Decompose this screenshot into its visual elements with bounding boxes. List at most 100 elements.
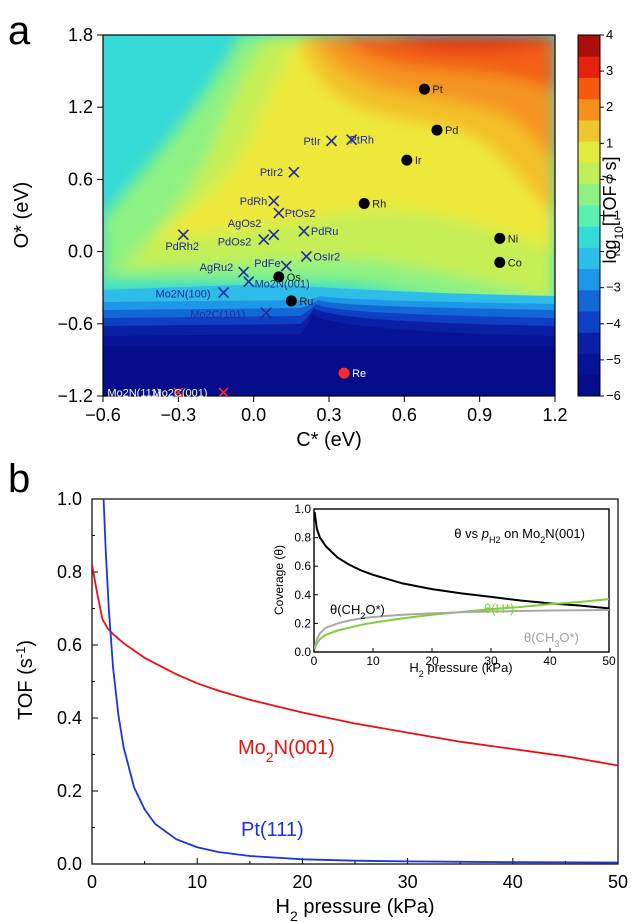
panel-a-xtick-label: −0.3 — [161, 405, 197, 425]
panel-a-xtick-label: 1.2 — [542, 405, 567, 425]
alloy-marker-ptir — [325, 135, 338, 147]
panel-b-ticks: 0 10 20 30 40 50 0.0 0.2 0.4 0.6 0.8 1.0 — [57, 489, 628, 892]
inset-ylabel: Coverage (θ) — [272, 545, 286, 615]
activity-heatmap — [103, 35, 555, 396]
series-line-mo2n — [92, 564, 618, 767]
colorbar-segment — [578, 332, 600, 355]
series-label-mo2n: Mo2N(001) — [238, 737, 335, 765]
colorbar-tick-label: −2 — [606, 244, 621, 259]
inset-label-ch2o: θ(CH2O*) — [330, 602, 385, 621]
band-minimum — [103, 346, 555, 396]
colorbar-segment — [578, 119, 600, 142]
panel-a-xtick-label: 0.6 — [392, 405, 417, 425]
colorbar-segment — [578, 226, 600, 248]
metal-label-pd: Pd — [445, 125, 458, 137]
metal-label-ru: Ru — [299, 296, 313, 308]
alloy-marker-mo2n-100- — [217, 286, 230, 299]
alloy-marker-pdru — [298, 225, 310, 237]
panel-b-xtick-label: 50 — [608, 872, 628, 892]
alloy-label-agos2: AgOs2 — [228, 218, 262, 230]
colorbar-tick-label: −6 — [606, 388, 621, 403]
inset-xtick-label: 50 — [602, 654, 616, 668]
alloy-label-agru2: AgRu2 — [200, 262, 234, 274]
metal-label-os: Os — [287, 272, 302, 284]
alloy-marker-osir2 — [300, 250, 312, 262]
series-label-pt111: Pt(111) — [241, 819, 304, 841]
panel-b-letter: b — [8, 457, 30, 501]
inset-label-h: θ(H*) — [484, 601, 514, 616]
inset-ytick-label: 0.0 — [294, 645, 311, 659]
heatmap-contours — [103, 35, 555, 330]
metal-label-re: Re — [352, 368, 366, 380]
panel-a-xtick-label: 0.9 — [467, 405, 492, 425]
inset-ticks: 0 10 20 30 40 50 0.0 0.2 0.4 0.6 0.8 1.0 — [294, 502, 616, 668]
colorbar-segment — [578, 77, 600, 100]
alloy-label-mo2c-101-: Mo2C(101) — [190, 309, 245, 321]
panel-b-xtick-label: 30 — [398, 872, 418, 892]
inset-ytick-label: 0.6 — [294, 559, 311, 573]
colorbar-segment — [578, 374, 600, 397]
carbide-marker-mo2c-001- — [218, 387, 229, 398]
panel-a-letter: a — [8, 9, 31, 53]
alloy-label-pdos2: PdOs2 — [218, 237, 252, 249]
inset-line-ch3o — [314, 609, 609, 648]
colorbar-label: log10[TOF / s] — [600, 156, 626, 263]
alloy-label-mo2n-100-: Mo2N(100) — [156, 289, 211, 301]
panel-a-ytick-label: 1.2 — [68, 97, 93, 117]
colorbar-segment — [578, 311, 600, 333]
colorbar-tick-label: 2 — [606, 99, 613, 114]
alloy-marker-mo2c-101- — [260, 307, 272, 319]
metal-point-ru — [285, 295, 297, 307]
panel-a-ytick-label: 1.8 — [68, 25, 93, 45]
panel-a-ylabel: O* (eV) — [11, 182, 33, 249]
inset-xlabel: H2 pressure (kPa) — [409, 660, 512, 679]
metal-label-ir: Ir — [415, 155, 422, 167]
panel-a-xtick-label: −0.6 — [85, 405, 121, 425]
panel-b-xtick-label: 20 — [292, 872, 312, 892]
alloy-label-ptir2: PtIr2 — [260, 167, 283, 179]
colorbar — [577, 34, 601, 397]
colorbar-tick-label: 4 — [606, 27, 613, 42]
inset-ytick-label: 0.8 — [294, 531, 311, 545]
alloy-marker-ptir2 — [288, 166, 300, 178]
metal-label-co: Co — [508, 257, 522, 269]
metal-label-pt: Pt — [432, 84, 442, 96]
colorbar-tick-label: −3 — [606, 280, 621, 295]
colorbar-ticks: 4 3 2 1 0 −1 −2 −3 −4 −5 −6 — [600, 27, 621, 403]
colorbar-segment — [578, 141, 600, 163]
panel-b-lines — [92, 499, 618, 864]
inset-ytick-label: 0.4 — [294, 588, 311, 602]
inset-line-h — [314, 598, 609, 650]
colorbar-segment — [578, 247, 600, 270]
inset-title: θ vs pH2 on Mo2N(001) — [454, 526, 585, 545]
inset-xtick-label: 30 — [484, 654, 498, 668]
alloy-label-ptrh: PtRh — [350, 135, 374, 147]
colorbar-tick-label: −4 — [606, 316, 621, 331]
colorbar-segment — [578, 183, 600, 206]
colorbar-segment — [578, 353, 600, 376]
alloy-label-mo2n-001-: Mo2N(001) — [255, 279, 310, 291]
inset-xtick-label: 10 — [366, 654, 380, 668]
inset-xtick-label: 20 — [425, 654, 439, 668]
colorbar-segment — [578, 289, 600, 312]
inset-line-ch2o — [314, 511, 609, 610]
alloy-marker-pdrh2 — [177, 229, 189, 241]
metal-point-co — [494, 256, 506, 268]
panel-b-ytick-label: 0.4 — [57, 708, 82, 728]
metal-point-pt — [418, 83, 430, 95]
carbide-label-mo2n-111-: Mo2N(111) — [107, 387, 160, 399]
colorbar-segment — [578, 98, 600, 121]
alloy-marker-agos2 — [268, 229, 280, 241]
panel-b-xtick-label: 10 — [187, 872, 207, 892]
colorbar-tick-label: −1 — [606, 208, 621, 223]
metal-label-rh: Rh — [372, 198, 386, 210]
panel-b-ytick-label: 0.6 — [57, 635, 82, 655]
panel-b-ytick-label: 0.2 — [57, 781, 82, 801]
carbide-marker-mo2n-111- — [173, 387, 184, 398]
inset-xtick-label: 0 — [311, 654, 318, 668]
alloy-label-pdrh2: PdRh2 — [165, 241, 199, 253]
inset-ytick-label: 1.0 — [294, 502, 311, 516]
panel-b-ytick-label: 0.8 — [57, 562, 82, 582]
alloy-label-pdfe: PdFe — [254, 258, 280, 270]
inset-ytick-label: 0.2 — [294, 616, 311, 630]
